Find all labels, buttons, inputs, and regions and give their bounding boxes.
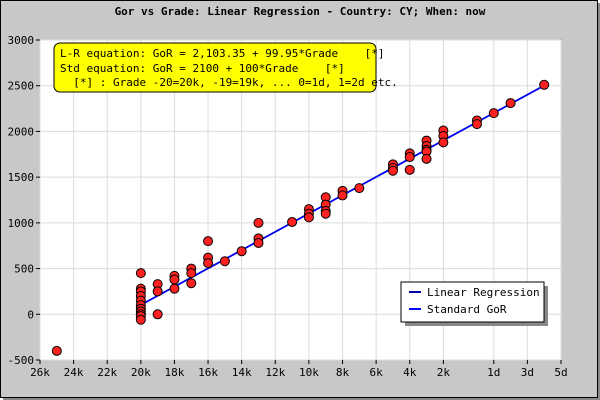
equation-std: Std equation: GoR = 2100 + 100*Grade [*]: [60, 62, 345, 75]
data-points: [51, 79, 550, 356]
x-tick-label: 4k: [403, 366, 417, 379]
grid: [39, 39, 562, 361]
x-tick-label: 8k: [336, 366, 350, 379]
y-tick-label: 1500: [8, 171, 35, 184]
legend: Linear Regression Standard GoR: [400, 281, 548, 326]
y-tick-label: 2500: [8, 80, 35, 93]
data-point: [303, 212, 314, 223]
data-point: [51, 345, 62, 356]
data-point: [135, 268, 146, 279]
x-tick-label: 24k: [64, 366, 84, 379]
y-tick-label: 500: [14, 263, 34, 276]
data-point: [152, 286, 163, 297]
x-tick-label: 20k: [131, 366, 151, 379]
x-axis: 26k 24k 22k 20k 18k 16k 14k 12k 10k 8k 6k 4k 2k 1d 3d 5…: [30, 360, 568, 379]
data-point: [539, 79, 550, 90]
x-tick-label: 2k: [437, 366, 451, 379]
data-point: [471, 119, 482, 130]
data-point: [169, 274, 180, 285]
x-tick-label: 18k: [165, 366, 185, 379]
data-point: [169, 283, 180, 294]
y-tick-label: 3000: [8, 34, 35, 47]
x-tick-label: 6k: [370, 366, 384, 379]
data-point: [203, 258, 214, 269]
data-point: [253, 217, 264, 228]
data-point: [135, 314, 146, 325]
legend-label-std: Standard GoR: [427, 303, 507, 316]
y-axis: -500 0 500 1000 1500 2000 2500 3000: [8, 34, 40, 367]
y-tick-label: -500: [8, 354, 35, 367]
x-tick-label: 1d: [487, 366, 500, 379]
x-tick-label: 5d: [554, 366, 567, 379]
data-point: [287, 216, 298, 227]
x-tick-label: 3d: [521, 366, 534, 379]
legend-label-lr: Linear Regression: [427, 286, 540, 299]
x-tick-label: 22k: [97, 366, 117, 379]
data-point: [387, 165, 398, 176]
data-point: [320, 208, 331, 219]
x-tick-label: 16k: [198, 366, 218, 379]
data-point: [505, 98, 516, 109]
data-point: [337, 190, 348, 201]
x-tick-label: 12k: [265, 366, 285, 379]
data-point: [253, 237, 264, 248]
data-point: [421, 153, 432, 164]
data-point: [186, 268, 197, 279]
data-point: [219, 256, 230, 267]
data-point: [488, 108, 499, 119]
data-point: [404, 164, 415, 175]
equation-box: L-R equation: GoR = 2,103.35 + 99.95*Gra…: [53, 42, 398, 93]
y-tick-label: 1000: [8, 217, 35, 230]
x-tick-label: 10k: [299, 366, 319, 379]
x-tick-label: 26k: [30, 366, 50, 379]
y-tick-label: 0: [27, 308, 34, 321]
data-point: [203, 236, 214, 247]
data-point: [438, 137, 449, 148]
data-point: [186, 278, 197, 289]
data-point: [152, 309, 163, 320]
grade-footnote: [*] : Grade -20=20k, -19=19k, ... 0=1d, …: [60, 76, 398, 89]
x-tick-label: 14k: [232, 366, 252, 379]
data-point: [354, 183, 365, 194]
y-tick-label: 2000: [8, 125, 35, 138]
data-point: [404, 152, 415, 163]
data-point: [236, 246, 247, 257]
chart-title: Gor vs Grade: Linear Regression - Countr…: [114, 5, 486, 18]
equation-lr: L-R equation: GoR = 2,103.35 + 99.95*Gra…: [60, 47, 385, 60]
